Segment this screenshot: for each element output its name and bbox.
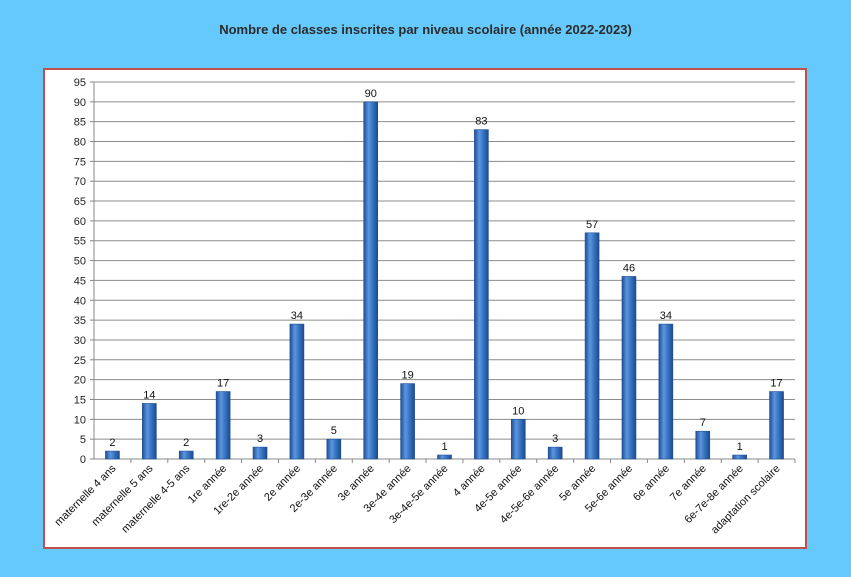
y-tick-label: 90 [74,97,86,109]
y-tick-label: 35 [74,315,86,327]
y-tick-label: 75 [74,156,86,168]
y-tick-label: 95 [74,77,86,89]
bar [658,323,674,460]
data-label: 34 [660,310,672,322]
data-label: 1 [441,441,447,453]
data-label: 34 [291,310,303,322]
bar [289,323,305,460]
bar [547,446,563,460]
data-label: 17 [770,378,782,390]
x-tick-label: maternelle 4 ans [53,462,119,528]
bar [584,232,600,460]
y-tick-label: 0 [80,454,86,466]
bar [695,430,711,460]
data-label: 2 [183,437,189,449]
data-label: 2 [109,437,115,449]
bar [142,403,157,460]
bar [437,454,452,460]
x-tick-label: adaptation scolaire [709,463,783,537]
y-tick-label: 25 [74,355,86,367]
chart-title: Nombre de classes inscrites par niveau s… [219,22,632,37]
y-tick-label: 50 [74,256,86,268]
y-tick-label: 15 [74,394,86,406]
y-tick-label: 60 [74,216,86,228]
x-tick-label: maternelle 4-5 ans [119,462,192,535]
data-label: 1 [737,441,743,453]
bar [326,438,342,460]
data-label: 5 [331,425,337,437]
data-label: 3 [552,433,558,445]
data-label: 3 [257,433,263,445]
data-label: 7 [700,417,706,429]
x-tick-label: 6e année [631,463,672,504]
data-label: 83 [475,116,487,128]
chart-frame [43,68,807,549]
data-label: 14 [143,389,155,401]
data-label: 17 [217,378,229,390]
data-label: 19 [401,370,413,382]
y-tick-label: 20 [74,375,86,387]
bar [769,391,784,460]
y-tick-label: 30 [74,335,86,347]
bar [252,446,268,460]
data-label: 46 [623,262,635,274]
bar [732,454,747,460]
y-tick-label: 55 [74,236,86,248]
bar [363,101,379,460]
data-label: 57 [586,219,598,231]
bar [215,391,231,460]
bar [621,276,637,460]
data-label: 10 [512,405,524,417]
y-tick-label: 10 [74,414,86,426]
y-tick-label: 5 [80,434,86,446]
bar [178,450,194,460]
y-tick-label: 80 [74,137,86,149]
bar [474,129,489,460]
y-tick-label: 65 [74,196,86,208]
bar [400,383,415,460]
y-tick-label: 45 [74,275,86,287]
data-label: 90 [365,88,377,100]
y-tick-label: 70 [74,176,86,188]
bar [510,419,526,460]
x-tick-label: 4 année [451,463,488,500]
y-tick-label: 85 [74,117,86,129]
y-tick-label: 40 [74,295,86,307]
bar [105,450,120,460]
